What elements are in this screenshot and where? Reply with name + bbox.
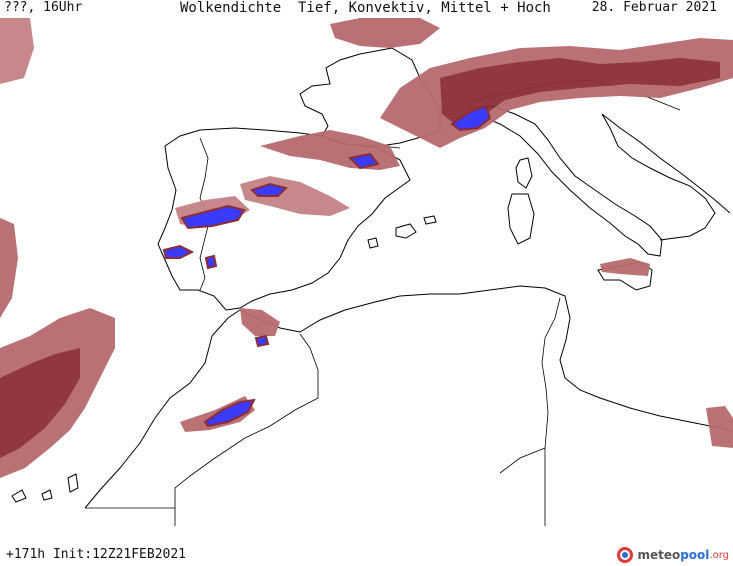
cloud-area-central-spain [240, 176, 350, 216]
cloud-layer [0, 18, 733, 478]
convective-cell-algarve [204, 254, 218, 270]
cloud-area-alps [380, 38, 733, 148]
convective-cell-rif [254, 334, 270, 348]
logo-text-org: .org [709, 549, 729, 561]
convective-cell-atlas [203, 398, 256, 428]
coastline-italy-heel [601, 113, 716, 241]
map-title: Wolkendichte Tief, Konvektiv, Mittel + H… [180, 0, 551, 16]
logo-text-pool: pool [680, 548, 710, 562]
cloud-area-channel [330, 18, 440, 48]
valid-time-label: ???, 16Uhr [4, 0, 83, 15]
convective-cell-lisbon [162, 244, 195, 259]
convective-cell-ebro [347, 152, 380, 170]
cloud-area-west-edge [0, 218, 18, 318]
logo-text-meteo: meteo [637, 548, 681, 562]
cloud-area-alps-core [440, 58, 720, 128]
border-algeria-libya [499, 447, 546, 474]
cloud-area-sicily [600, 258, 650, 276]
coastline-italy [468, 105, 663, 257]
coastline-canary [11, 473, 79, 503]
coastline-corsica [515, 157, 533, 189]
cloud-area-east-africa [706, 406, 733, 448]
convective-cell-portugal [180, 204, 246, 230]
coastline-sardinia [507, 193, 535, 245]
coastline-balkans [601, 113, 731, 214]
cloud-area-nw-corner [0, 18, 34, 84]
cloud-area-strait [240, 308, 280, 336]
border-morocco-algeria [174, 333, 319, 526]
coastline-morocco-atlantic [84, 309, 241, 509]
coastline-menorca [423, 215, 437, 225]
convective-cell-central-spain [250, 182, 288, 197]
border-algeria-tunisia [541, 297, 561, 526]
convective-layer [162, 104, 492, 428]
meteopool-logo[interactable]: meteo pool .org [616, 546, 729, 564]
forecast-run-label: +171h Init:12Z21FEB2021 [6, 547, 187, 562]
coastline-north-africa [239, 285, 733, 433]
map-date: 28. Februar 2021 [591, 0, 717, 15]
cloud-area-atlantic-core [0, 348, 80, 458]
coastline-mallorca [395, 223, 417, 239]
convective-cell-provence [450, 104, 492, 132]
coastline-ibiza [367, 237, 379, 249]
cloud-density-map [0, 18, 733, 526]
meteopool-logo-icon [617, 547, 634, 563]
